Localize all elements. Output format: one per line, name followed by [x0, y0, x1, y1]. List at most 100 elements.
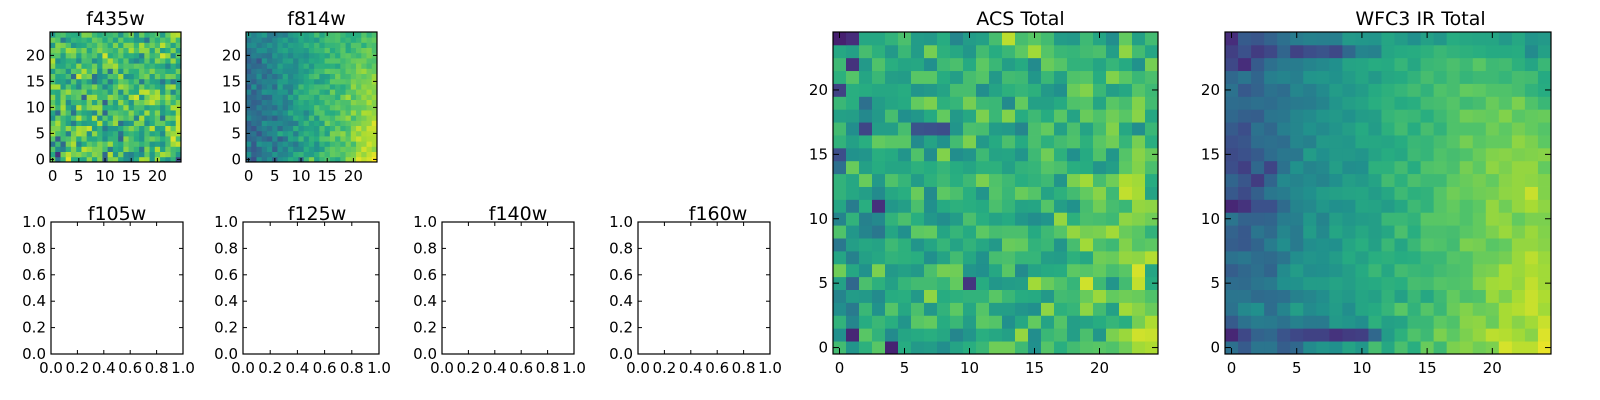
acs-total-cell [1015, 32, 1029, 46]
f435w-cell [107, 141, 114, 147]
f814w-cell [335, 37, 341, 43]
f814w-cell [361, 146, 367, 152]
f435w-cell [91, 84, 98, 90]
acs-total-cell [924, 83, 938, 97]
f435w-cell [123, 125, 129, 132]
f435w-cell [60, 63, 67, 69]
wfc3-ir-total-cell [1511, 147, 1526, 162]
wfc3-ir-total-cell [1537, 250, 1552, 265]
f435w-cell [128, 151, 135, 158]
f435w-cell [133, 42, 140, 48]
wfc3-ir-total-cell [1511, 135, 1526, 149]
wfc3-ir-total-cell [1459, 263, 1474, 278]
wfc3-ir-total-cell [1355, 212, 1369, 226]
f435w-cell [160, 151, 166, 158]
f814w-cell [324, 89, 331, 95]
acs-total-cell [911, 250, 925, 265]
f435w-cell [70, 47, 77, 54]
f435w-cell [139, 94, 145, 100]
wfc3-ir-total-cell [1277, 32, 1291, 46]
f435w-cell [175, 146, 182, 152]
f435w-cell [133, 84, 140, 90]
f814w-cell [319, 68, 325, 74]
f105w-xtick-label: 0.6 [118, 359, 142, 377]
f814w-cell [361, 52, 367, 59]
f435w-cell [86, 156, 93, 163]
f435w-cell [175, 84, 182, 90]
acs-total-cell [976, 147, 990, 162]
acs-total-cell [963, 173, 977, 187]
acs-total-cell [872, 315, 886, 329]
acs-total-cell [1015, 109, 1029, 123]
f814w-cell [246, 136, 252, 142]
acs-total-cell [1106, 83, 1120, 97]
acs-total-cell [1015, 263, 1029, 278]
f814w-cell [303, 52, 310, 59]
f435w-cell [107, 63, 114, 69]
f814w-cell [256, 94, 263, 100]
f814w-cell [356, 58, 362, 64]
f435w-cell [60, 156, 67, 163]
f814w-cell [350, 63, 357, 69]
wfc3-ir-total-cell [1290, 147, 1304, 162]
acs-total-cell [1067, 44, 1081, 59]
f814w-cell [366, 73, 373, 80]
f814w-cell [246, 89, 252, 95]
f435w-cell [170, 73, 177, 80]
wfc3-ir-total-cell [1251, 57, 1265, 72]
wfc3-ir-total-cell [1277, 225, 1291, 239]
acs-total-cell [1002, 199, 1016, 213]
acs-total-cell [898, 263, 912, 278]
wfc3-ir-total-cell [1498, 315, 1513, 329]
acs-total-cell [1041, 44, 1055, 59]
f435w-cell [55, 73, 61, 80]
f435w-cell [65, 141, 72, 147]
f435w-cell [112, 141, 119, 147]
f435w-cell [81, 63, 88, 69]
acs-total-cell [833, 289, 847, 303]
wfc3-ir-total-cell [1394, 225, 1408, 239]
f814w-cell [282, 94, 289, 100]
f814w-cell [371, 115, 378, 121]
acs-total-cell [911, 44, 925, 59]
f435w-cell [81, 68, 88, 74]
acs-total-cell [833, 186, 847, 200]
f435w-cell [86, 78, 93, 85]
f814w-cell [293, 84, 299, 90]
acs-total-cell [1041, 135, 1055, 149]
acs-total-cell [859, 212, 873, 226]
acs-total-cell [846, 32, 860, 46]
f814w-axes-frame [245, 31, 378, 163]
acs-total-cell [1054, 57, 1068, 72]
f814w-cell [314, 47, 320, 54]
acs-total-cell [1119, 57, 1133, 72]
acs-total-cell [1132, 225, 1146, 239]
wfc3-ir-total-cell [1316, 250, 1330, 265]
wfc3-ir-total-cell [1342, 57, 1356, 72]
f814w-cell [246, 141, 252, 147]
f435w-cell [86, 89, 93, 95]
wfc3-ir-total-cell [1342, 315, 1356, 329]
f814w-cell [308, 99, 315, 106]
wfc3-ir-total-cell [1225, 341, 1239, 355]
f435w-cell [55, 99, 61, 106]
f435w-cell [55, 120, 61, 126]
wfc3-ir-total-cell [1537, 96, 1552, 110]
acs-total-cell [898, 96, 912, 110]
wfc3-ir-total-cell [1407, 276, 1421, 290]
f814w-cell [371, 136, 378, 142]
wfc3-ir-total-cell [1329, 250, 1343, 265]
f435w-cell [55, 58, 61, 64]
f435w-cell [55, 130, 61, 137]
f814w-cell [287, 110, 294, 116]
f435w-cell [91, 120, 98, 126]
f814w-cell [272, 151, 278, 158]
acs-total-cell [1119, 302, 1133, 316]
acs-total-cell [1015, 225, 1029, 239]
wfc3-ir-total-cell [1225, 225, 1239, 239]
f435w-cell [81, 146, 88, 152]
f160w-xtick-label: 0.2 [652, 359, 676, 377]
wfc3-ir-total-cell [1485, 160, 1500, 175]
f814w-cell [371, 73, 378, 80]
